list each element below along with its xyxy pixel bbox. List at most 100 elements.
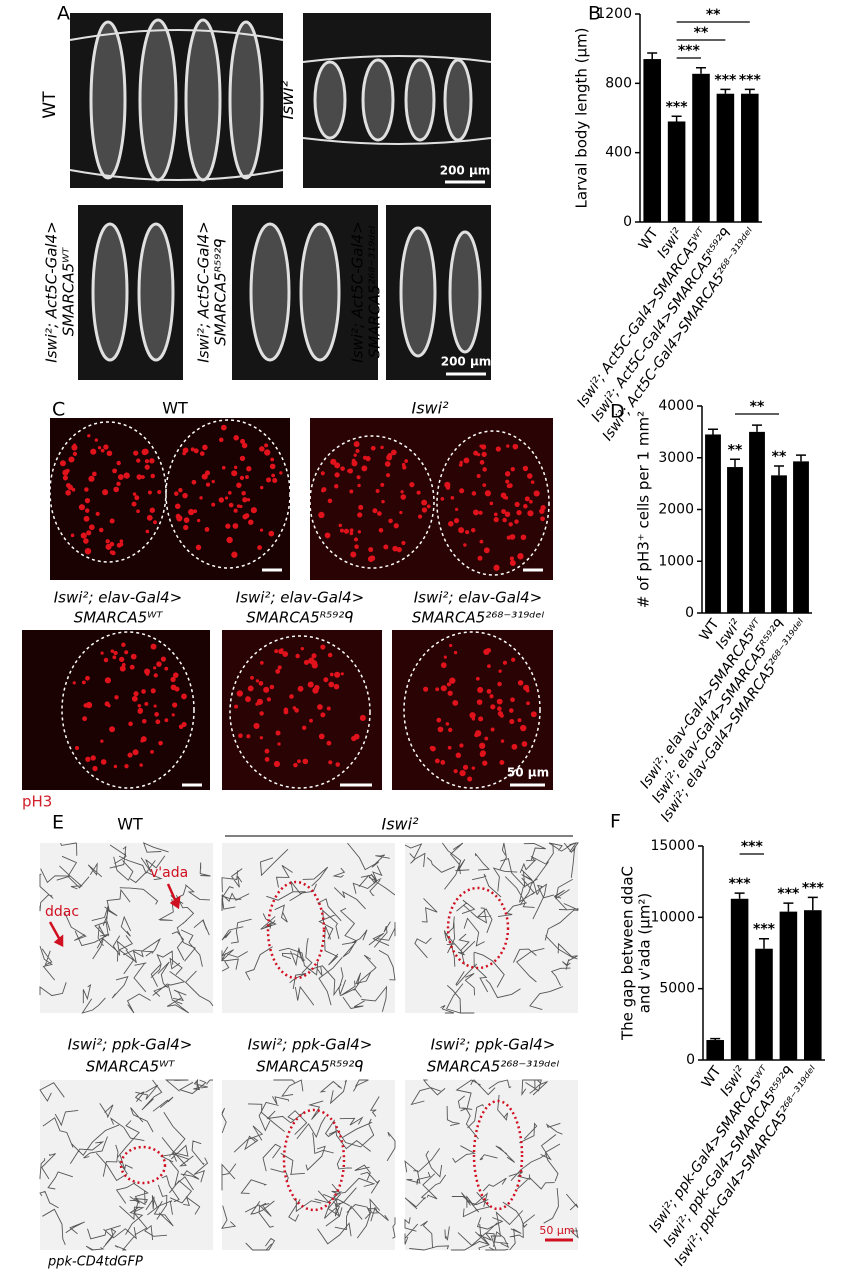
cell <box>297 759 301 764</box>
cell <box>480 444 487 450</box>
genotype-label: SMARCA5²⁶⁸⁻³¹⁹ᵈᵉˡ <box>366 225 384 358</box>
cell <box>370 445 376 451</box>
cell <box>158 740 163 746</box>
cell <box>236 482 242 488</box>
genotype-label: Iswi² <box>382 815 420 834</box>
cell <box>84 487 89 492</box>
cell <box>84 497 91 504</box>
cell <box>483 547 490 554</box>
cell <box>459 743 464 748</box>
cell <box>245 696 250 700</box>
cell <box>479 742 486 749</box>
cell <box>181 693 187 700</box>
cell <box>365 456 371 462</box>
genotype-label: SMARCA5ᴿ⁵⁹²ᑫ <box>212 238 230 345</box>
cell <box>396 547 402 553</box>
cell <box>278 648 284 655</box>
lobe-outline <box>403 631 541 789</box>
cell <box>275 730 281 736</box>
cell <box>233 465 238 470</box>
cell <box>233 435 239 441</box>
y-tick-label: 1200 <box>596 6 632 22</box>
cell <box>400 490 404 494</box>
cell <box>182 447 189 454</box>
cell <box>421 499 428 506</box>
cell <box>318 511 325 519</box>
cell <box>164 666 169 671</box>
reporter-label: ppk-CD4tdGFP <box>47 1255 143 1270</box>
cell <box>353 441 360 448</box>
y-tick-label: 4000 <box>658 398 694 414</box>
cell <box>512 443 519 450</box>
error-bar <box>752 424 762 432</box>
micrograph <box>222 630 382 790</box>
cell <box>255 679 260 683</box>
cell <box>301 725 307 731</box>
cell <box>307 681 314 688</box>
cell <box>116 460 121 466</box>
cell <box>172 702 178 708</box>
cell <box>473 450 479 456</box>
cell <box>384 461 391 467</box>
error-bar <box>734 892 745 899</box>
cell <box>119 539 124 543</box>
cell <box>105 539 110 544</box>
cell <box>493 517 499 523</box>
cell <box>327 498 333 504</box>
cell <box>459 488 465 494</box>
cell <box>499 713 504 718</box>
cell <box>153 673 158 678</box>
bar <box>692 73 710 222</box>
genotype-label: WT <box>40 91 60 119</box>
cell <box>103 444 109 450</box>
cell <box>476 473 481 478</box>
cell <box>497 681 502 687</box>
cell <box>137 703 142 708</box>
y-tick-label: 800 <box>605 75 632 91</box>
cell <box>334 472 340 478</box>
cell <box>178 487 183 493</box>
panel-label: A <box>57 3 70 25</box>
genotype-label: Iswi²; Act5C-Gal4> <box>195 221 213 362</box>
cell <box>150 688 156 694</box>
cell <box>426 504 431 509</box>
y-tick-label: 10000 <box>650 909 695 925</box>
cell <box>86 530 92 536</box>
cell <box>258 681 264 686</box>
cell <box>447 521 454 527</box>
cell <box>463 543 467 547</box>
error-bar <box>730 458 740 468</box>
cell <box>112 655 117 660</box>
y-axis-label: # of pH3⁺ cells per 1 mm² <box>635 411 653 608</box>
y-axis-label: Larval body length (μm) <box>573 27 591 208</box>
cell <box>72 451 78 456</box>
cell <box>147 490 152 495</box>
genotype-label: Iswi²; ppk-Gal4> <box>431 1036 556 1054</box>
cell <box>119 665 126 672</box>
cell <box>476 699 483 705</box>
cell <box>153 666 157 670</box>
cell <box>475 676 480 681</box>
error-bar <box>720 88 731 94</box>
cell <box>444 481 451 488</box>
scale-bars <box>182 568 545 787</box>
cell <box>129 664 135 670</box>
dendrites <box>404 1079 579 1251</box>
cell <box>339 528 344 533</box>
cell <box>330 458 337 465</box>
genotype-label: SMARCA5²⁶⁸⁻³¹⁹ᵈᵉˡ <box>427 1058 560 1076</box>
cell <box>308 657 315 664</box>
significance: *** <box>729 876 752 892</box>
cell <box>391 449 397 456</box>
error-bar <box>744 88 755 94</box>
cell <box>104 701 110 707</box>
cell <box>540 516 545 522</box>
cell <box>204 527 210 532</box>
cell <box>154 712 159 717</box>
cell <box>150 749 154 754</box>
significance: *** <box>714 72 737 88</box>
cell <box>128 721 133 727</box>
cell <box>416 490 421 495</box>
cell <box>144 464 150 470</box>
